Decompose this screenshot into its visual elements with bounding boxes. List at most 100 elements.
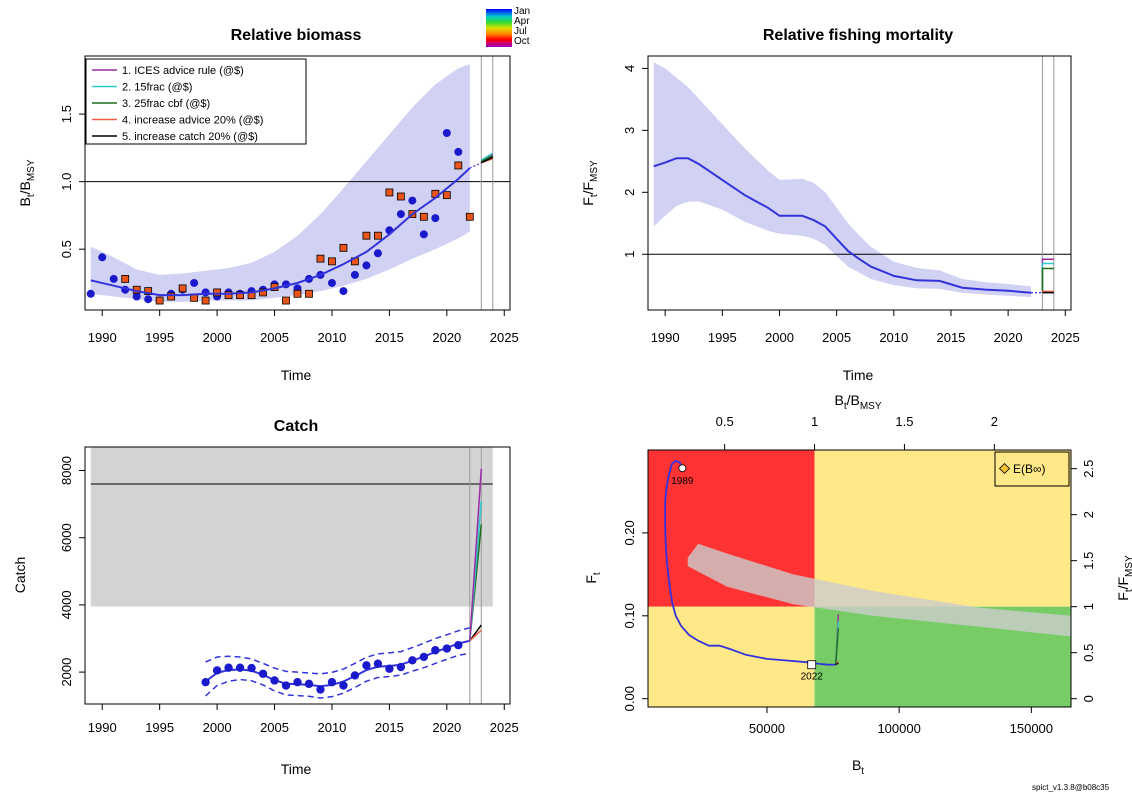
biomass-ytick-label: 1.5 (59, 105, 74, 123)
biomass-index1-point (396, 210, 405, 219)
kobe-right-tick-label: 1.5 (1081, 552, 1096, 570)
fishing-xtick-label: 1990 (651, 330, 680, 345)
catch-fitted-line (204, 626, 471, 699)
kobe-zone-yellow-bottom (648, 606, 815, 707)
catch-xtick-label: 2000 (203, 720, 232, 735)
fishing-xtick-label: 2005 (822, 330, 851, 345)
fishing-xtick-label: 2000 (765, 330, 794, 345)
catch-observed-point (224, 663, 233, 672)
biomass-index2-point (213, 288, 221, 297)
catch-xtick-label: 1990 (88, 720, 117, 735)
legend-label-3: 3. 25frac cbf (@$) (122, 98, 210, 110)
kobe-scenario-lines (835, 614, 840, 666)
catch-scenario-lines (469, 468, 483, 642)
kobe-confidence-region (687, 543, 1071, 637)
fishing-x-ticks: 1990 1995 2000 2005 2010 2015 2020 2025 (651, 310, 1080, 345)
catch-panel: Catch 1990 1995 2000 2005 2010 2015 2020 2025 2… (12, 418, 519, 777)
biomass-index1-point (327, 278, 336, 287)
catch-fitted-lower (205, 652, 470, 699)
kobe-top-tick-label: 0.5 (716, 414, 734, 429)
biomass-index2-point (328, 257, 336, 266)
biomass-estimate-extension (469, 162, 482, 169)
catch-observed-point (316, 685, 325, 694)
biomass-index1-point (190, 278, 199, 287)
catch-observed-point (419, 652, 429, 662)
biomass-index1-point (373, 249, 382, 258)
fishing-ylabel: Ft/FMSY (580, 160, 600, 206)
catch-xtick-label: 2020 (432, 720, 461, 735)
kobe-end-marker (807, 660, 817, 670)
biomass-xtick-label: 2025 (490, 330, 519, 345)
fishing-ytick-label: 4 (622, 65, 637, 72)
biomass-index2-point (178, 284, 187, 293)
biomass-index2-point (121, 275, 130, 283)
catch-fitted-upper (205, 626, 470, 675)
biomass-index1-point (98, 253, 107, 262)
biomass-index2-point (316, 254, 325, 263)
catch-ytick-label: 2000 (59, 658, 74, 687)
biomass-index2-point (144, 287, 153, 295)
fishing-ytick-label: 1 (622, 251, 637, 258)
catch-observed-point (201, 677, 210, 687)
kobe-trajectory (664, 459, 836, 666)
season-color-legend: Jan Apr Jul Oct (486, 6, 530, 47)
catch-observed-point (373, 659, 383, 668)
kobe-trajectory-path (664, 459, 836, 666)
biomass-index1-point (350, 270, 359, 279)
biomass-index2-point (201, 296, 210, 305)
scenario-legend: 1. ICES advice rule (@$) 2. 15frac (@$) 3.… (85, 58, 307, 145)
biomass-index2-point (339, 243, 348, 252)
biomass-estimate-line (90, 162, 482, 297)
catch-observed-point (396, 662, 406, 672)
catch-xtick-label: 2025 (490, 720, 519, 735)
fishing-xtick-label: 2010 (879, 330, 908, 345)
season-label-jan: Jan (514, 6, 530, 17)
catch-observed-point (270, 676, 279, 685)
kobe-x-ticks: 50000 100000 150000 (749, 707, 1053, 736)
biomass-index1-point (419, 230, 428, 239)
catch-xlabel: Time (281, 761, 312, 777)
biomass-index1-point (132, 292, 141, 301)
catch-band-rect (90, 447, 493, 607)
catch-observed-point (408, 656, 417, 665)
biomass-scenario-5 (480, 156, 494, 164)
biomass-index1-point (431, 214, 440, 223)
biomass-index2-point (454, 161, 463, 170)
legend-label-4: 4. increase advice 20% (@$) (122, 115, 263, 127)
biomass-xtick-label: 2005 (260, 330, 289, 345)
catch-scenario-5 (469, 468, 483, 641)
biomass-index2-point (385, 188, 394, 197)
biomass-index2-point (236, 291, 244, 300)
kobe-start-marker (678, 464, 687, 473)
catch-y-ticks: 2000 4000 6000 8000 (59, 456, 85, 687)
catch-ytick-label: 8000 (59, 456, 74, 485)
catch-scenario-2 (469, 629, 482, 642)
kobe-xtick-label: 150000 (1010, 721, 1053, 736)
biomass-xlabel: Time (281, 367, 312, 383)
fishing-title: Relative fishing mortality (763, 27, 953, 44)
kobe-top-label: Bt/BMSY (834, 392, 881, 412)
legend-label-5: 5. increase catch 20% (@$) (122, 131, 258, 143)
biomass-index2-point (293, 289, 302, 298)
biomass-ylabel: Bt/BMSY (17, 159, 37, 206)
biomass-xtick-label: 2015 (375, 330, 404, 345)
biomass-forecast-lines (480, 56, 494, 310)
biomass-index2-point (282, 296, 290, 305)
catch-observed-point (362, 661, 371, 670)
kobe-ytick-label: 0.10 (622, 603, 637, 628)
expected-equilibrium-marker-icon (998, 462, 1011, 475)
biomass-index2-point (167, 292, 176, 301)
catch-ytick-label: 4000 (59, 590, 74, 619)
season-label-jul: Jul (514, 26, 527, 37)
kobe-endpoints: 1989 2022 (671, 464, 823, 683)
kobe-right-label: Ft/FMSY (1115, 555, 1132, 601)
biomass-index2-point (419, 212, 428, 221)
kobe-legend-label: E(B∞) (1013, 462, 1046, 476)
biomass-ytick-label: 1.0 (59, 173, 74, 191)
legend-label-1: 1. ICES advice rule (@$) (122, 65, 244, 77)
kobe-scenario-5 (835, 662, 839, 666)
biomass-index1-point (408, 196, 417, 205)
catch-observed-point (247, 663, 256, 673)
legend-label-2: 2. 15frac (@$) (122, 82, 192, 94)
biomass-xtick-label: 2010 (317, 330, 346, 345)
